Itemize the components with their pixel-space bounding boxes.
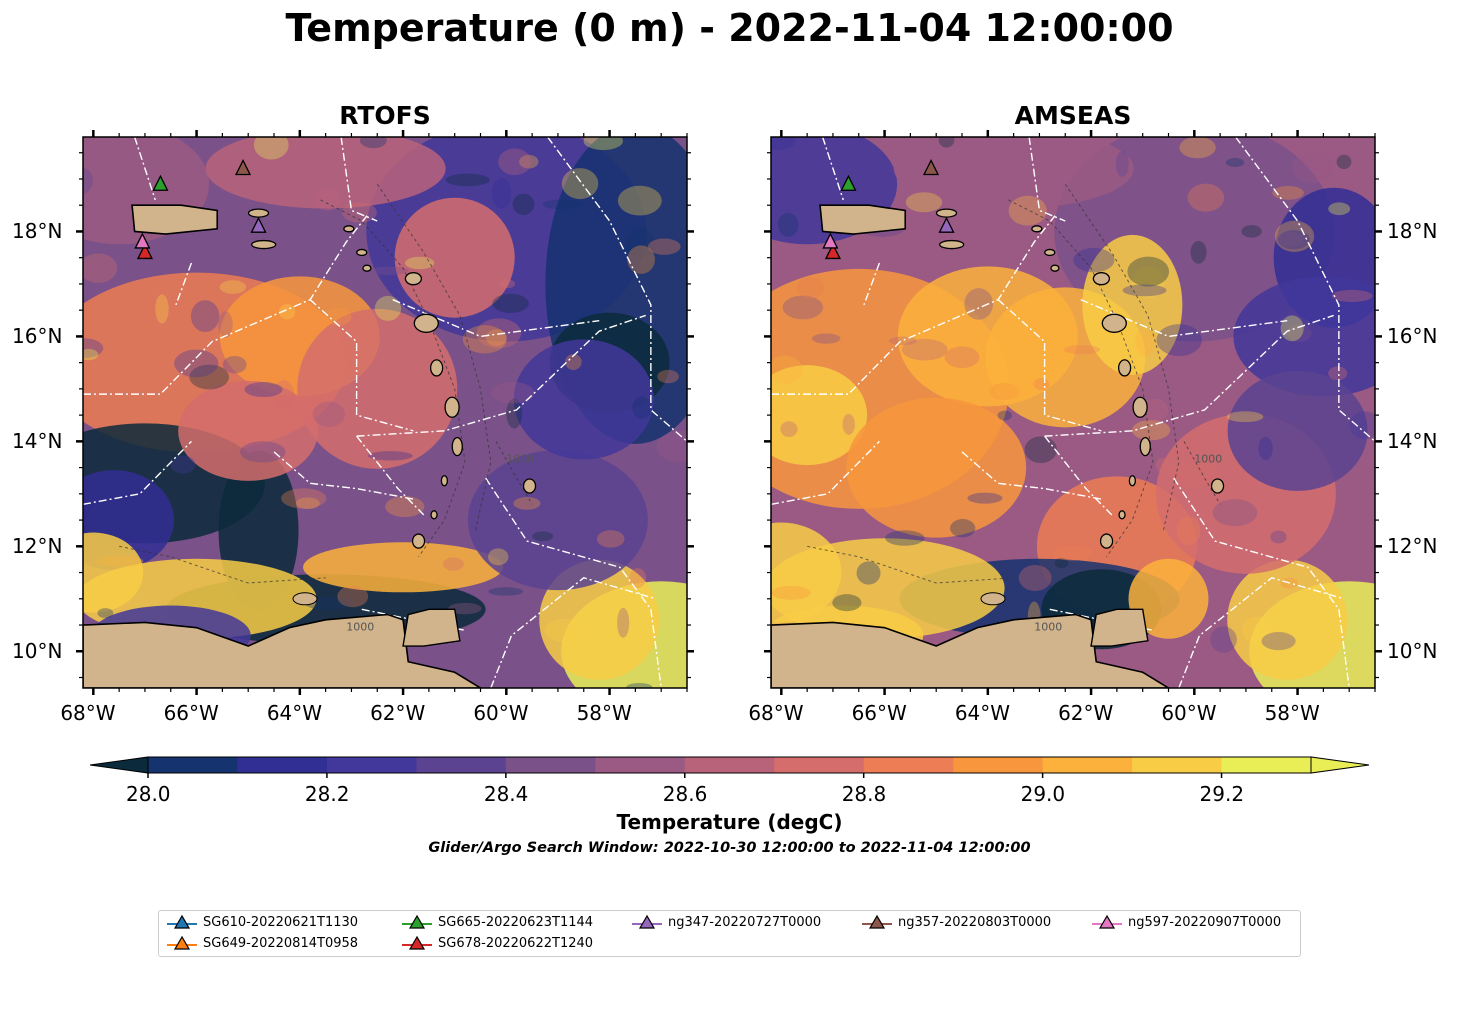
contour-label: 1000 — [346, 620, 374, 633]
colorbar-bin — [148, 757, 238, 773]
legend-label: SG678-20220622T1240 — [438, 935, 594, 951]
colorbar-bin — [953, 757, 1044, 773]
legend-item: ng357-20220803T0000 — [862, 914, 1051, 930]
legend-marker-icon — [167, 914, 197, 929]
land-south-america — [83, 613, 483, 688]
lon-tick-label: 58°W — [576, 701, 632, 725]
colorbar-tick-label: 28.0 — [126, 782, 171, 806]
land-south-america — [771, 613, 1171, 688]
legend-marker-icon — [402, 935, 432, 950]
lat-tick-label: 10°N — [1387, 639, 1438, 664]
legend-marker-icon — [1092, 914, 1122, 929]
land-puerto-rico — [131, 204, 219, 235]
legend-label: ng357-20220803T0000 — [898, 914, 1052, 930]
legend-marker-icon — [167, 935, 197, 950]
legend-label: ng597-20220907T0000 — [1128, 914, 1282, 930]
colorbar-bin — [684, 757, 775, 773]
lon-tick-label: 62°W — [370, 701, 426, 725]
lat-tick-label: 12°N — [1387, 534, 1438, 559]
lat-tick-label: 14°N — [12, 429, 63, 454]
colorbar-bin — [595, 757, 686, 773]
land-puerto-rico — [819, 204, 907, 235]
colorbar-tick-label: 29.0 — [1020, 782, 1066, 806]
colorbar-bin — [1221, 757, 1312, 773]
amseas-map: 1000 1000 — [771, 137, 1375, 688]
contour-label: 1000 — [1194, 452, 1222, 465]
legend-marker-icon — [862, 914, 892, 929]
glider-marker — [938, 216, 955, 233]
legend-label: SG665-20220623T1144 — [438, 914, 594, 930]
panel-title-rtofs: RTOFS — [339, 101, 431, 130]
map-frame — [82, 136, 688, 689]
lat-tick-label: 18°N — [1387, 219, 1438, 244]
lon-tick-label: 66°W — [163, 701, 219, 725]
legend-label: SG610-20220621T1130 — [203, 914, 359, 930]
lat-tick-label: 12°N — [12, 534, 63, 559]
colorbar-label: Temperature (degC) — [616, 810, 843, 834]
colorbar-bin — [1042, 757, 1133, 773]
search-window-text: Glider/Argo Search Window: 2022-10-30 12… — [428, 840, 1031, 856]
glider-marker — [234, 159, 252, 176]
colorbar-extend-low — [89, 756, 149, 774]
glider-marker — [250, 216, 267, 233]
map-frame — [770, 136, 1376, 689]
colorbar-tick-label: 28.2 — [304, 782, 350, 806]
glider-marker — [840, 174, 857, 191]
colorbar-bin — [326, 757, 417, 773]
colorbar-bin — [774, 757, 865, 773]
lon-tick-label: 68°W — [60, 701, 116, 725]
lon-tick-label: 68°W — [748, 701, 804, 725]
contour-label: 1000 — [1034, 620, 1062, 633]
colorbar-tick-label: 28.4 — [483, 782, 529, 806]
lat-tick-label: 18°N — [12, 219, 63, 244]
legend: SG610-20220621T1130 SG649-20220814T0958 … — [158, 910, 1301, 957]
glider-marker — [824, 242, 842, 260]
lat-tick-label: 14°N — [1387, 429, 1438, 454]
lat-tick-label: 10°N — [12, 639, 63, 664]
glider-marker — [136, 242, 154, 260]
legend-marker-icon — [402, 914, 432, 929]
glider-marker — [134, 232, 151, 249]
land-trinidad — [1090, 608, 1149, 647]
legend-label: ng347-20220727T0000 — [668, 914, 822, 930]
colorbar-bin — [863, 757, 954, 773]
lon-tick-label: 66°W — [851, 701, 907, 725]
map-panels: 1000 1000 1000 1000 — [76, 130, 1382, 695]
glider-marker — [822, 232, 839, 249]
colorbar-tick-label: 29.2 — [1199, 782, 1245, 806]
colorbar — [89, 756, 1370, 778]
lon-tick-label: 58°W — [1264, 701, 1320, 725]
legend-marker-icon — [632, 914, 662, 929]
glider-marker — [152, 174, 169, 191]
lon-tick-label: 60°W — [1161, 701, 1217, 725]
colorbar-tick-label: 28.8 — [841, 782, 887, 806]
legend-item: SG665-20220623T1144 — [402, 914, 593, 930]
colorbar-bin — [237, 757, 328, 773]
colorbar-tick-label: 28.6 — [662, 782, 708, 806]
legend-item: ng347-20220727T0000 — [632, 914, 821, 930]
panel-title-amseas: AMSEAS — [1014, 101, 1132, 130]
lon-tick-label: 64°W — [266, 701, 323, 725]
lon-tick-label: 62°W — [1058, 701, 1114, 725]
colorbar-extend-high — [1310, 756, 1370, 774]
legend-item: ng597-20220907T0000 — [1092, 914, 1281, 930]
legend-item: SG678-20220622T1240 — [402, 935, 593, 951]
figure-title: Temperature (0 m) - 2022-11-04 12:00:00 — [285, 6, 1174, 50]
colorbar-bin — [1132, 757, 1223, 773]
glider-marker — [922, 159, 940, 176]
legend-item: SG649-20220814T0958 — [167, 935, 358, 951]
lat-tick-label: 16°N — [1387, 324, 1438, 349]
colorbar-bin — [505, 757, 596, 773]
rtofs-map: 1000 1000 — [83, 137, 687, 688]
legend-label: SG649-20220814T0958 — [203, 935, 359, 951]
land-trinidad — [402, 608, 461, 647]
lon-tick-label: 60°W — [473, 701, 529, 725]
legend-item: SG610-20220621T1130 — [167, 914, 358, 930]
colorbar-bin — [416, 757, 507, 773]
lon-tick-label: 64°W — [954, 701, 1011, 725]
lat-tick-label: 16°N — [12, 324, 63, 349]
contour-label: 1000 — [506, 452, 534, 465]
